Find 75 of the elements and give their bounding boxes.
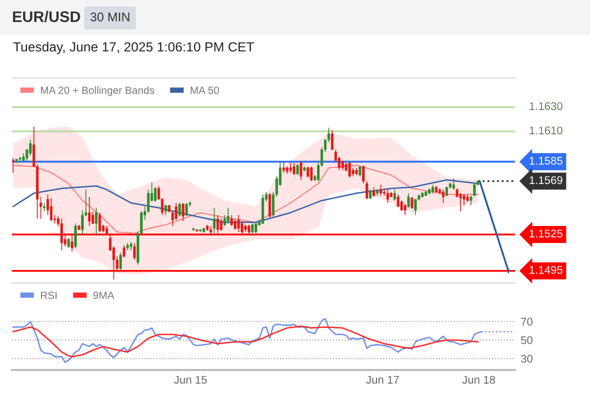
candlestick bbox=[237, 214, 240, 233]
candlestick bbox=[414, 198, 417, 216]
chart-title: EUR/USD bbox=[13, 10, 80, 22]
candlestick bbox=[88, 196, 91, 227]
candlestick bbox=[95, 207, 98, 236]
candlestick bbox=[67, 238, 70, 248]
candlestick bbox=[178, 202, 181, 217]
candlestick bbox=[70, 234, 74, 252]
candlestick bbox=[43, 202, 46, 212]
candlestick bbox=[452, 178, 455, 190]
candlestick bbox=[386, 189, 389, 204]
candlestick bbox=[185, 202, 188, 217]
candlestick bbox=[248, 224, 250, 236]
candlestick bbox=[296, 164, 299, 176]
candlestick bbox=[210, 225, 212, 236]
candlestick bbox=[341, 160, 344, 171]
candlestick bbox=[407, 192, 410, 208]
candlestick bbox=[122, 244, 126, 258]
candlestick bbox=[182, 202, 184, 222]
ref-line-label: 1.1525 bbox=[530, 230, 562, 238]
candlestick bbox=[268, 192, 272, 218]
candlestick bbox=[348, 161, 351, 178]
candlestick bbox=[410, 196, 414, 210]
candlestick bbox=[251, 223, 254, 234]
candlestick bbox=[358, 166, 362, 177]
chart-subtitle: 30 MIN bbox=[90, 12, 130, 22]
candlestick bbox=[282, 161, 285, 174]
candlestick bbox=[212, 207, 216, 234]
candlestick bbox=[254, 223, 258, 234]
candlestick bbox=[310, 166, 313, 182]
candlestick bbox=[404, 204, 406, 216]
candlestick bbox=[12, 158, 14, 174]
candlestick bbox=[379, 184, 382, 196]
candlestick bbox=[60, 218, 63, 251]
x-tick-label: Jun 18 bbox=[462, 376, 495, 384]
legend-label: MA 20 + Bollinger Bands bbox=[40, 86, 154, 96]
y-tick-label: 50 bbox=[521, 336, 532, 344]
x-tick-label: Jun 15 bbox=[174, 376, 207, 384]
line-series bbox=[12, 325, 479, 358]
candlestick bbox=[442, 189, 445, 204]
candlestick bbox=[119, 252, 122, 270]
candlestick bbox=[50, 198, 53, 222]
ref-line-label: 1.1495 bbox=[530, 266, 562, 274]
candlestick bbox=[154, 186, 157, 202]
x-tick-label: Jun 17 bbox=[366, 376, 399, 384]
candlestick bbox=[396, 194, 400, 208]
candlestick bbox=[220, 218, 222, 232]
y-tick-label: 70 bbox=[521, 318, 532, 326]
candlestick bbox=[29, 139, 32, 156]
candlestick bbox=[216, 214, 220, 234]
candlestick bbox=[98, 212, 102, 233]
candlestick bbox=[306, 166, 310, 178]
legend-label: RSI bbox=[40, 292, 57, 299]
ref-line-label: 1.1630 bbox=[530, 102, 562, 110]
candlestick bbox=[400, 200, 403, 211]
candlestick bbox=[369, 189, 372, 200]
candlestick bbox=[289, 162, 292, 174]
legend-label: 9MA bbox=[93, 292, 114, 299]
candlestick bbox=[74, 223, 77, 248]
candlestick bbox=[292, 162, 296, 176]
candlestick bbox=[226, 207, 230, 224]
ref-line-label: 1.1569 bbox=[530, 176, 562, 184]
candlestick bbox=[164, 204, 167, 216]
legend-label: MA 50 bbox=[190, 86, 220, 94]
candlestick bbox=[372, 186, 376, 198]
candlestick bbox=[133, 242, 136, 261]
text: Tuesday, June 17, 2025 1:06:10 PM CET bbox=[13, 42, 254, 54]
y-tick-label: 30 bbox=[520, 354, 532, 363]
ref-line-label: 1.1610 bbox=[530, 126, 562, 134]
candlestick bbox=[234, 218, 236, 230]
ref-line-label: 1.1585 bbox=[530, 156, 562, 165]
candlestick bbox=[459, 192, 462, 212]
candlestick bbox=[230, 214, 233, 227]
candlestick bbox=[300, 161, 302, 180]
candlestick bbox=[393, 189, 396, 202]
